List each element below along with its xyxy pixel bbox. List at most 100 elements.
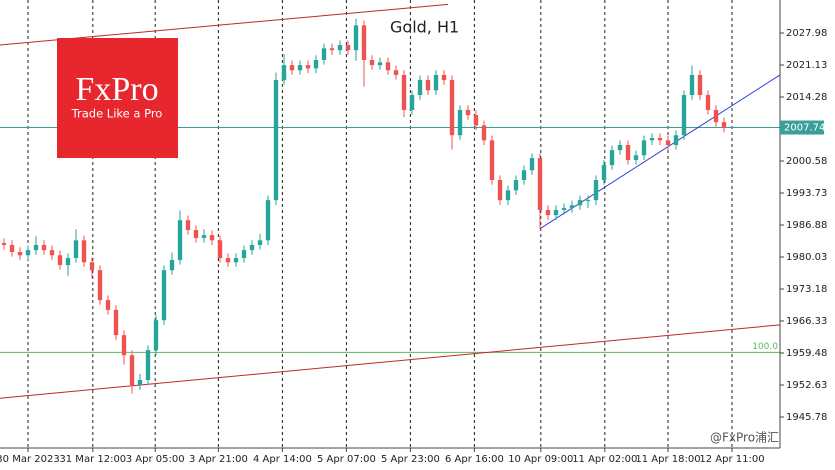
candle-body	[601, 165, 607, 181]
price-box	[780, 120, 824, 135]
candle-body	[425, 80, 431, 91]
candle-body	[217, 240, 223, 259]
candle-body	[297, 65, 303, 71]
candle-body	[113, 309, 119, 336]
candle-body	[449, 80, 455, 136]
y-tick-label: 1980.03	[786, 252, 827, 263]
candle-body	[665, 140, 671, 146]
level-label: 100.0	[752, 342, 778, 352]
candle-body	[593, 180, 599, 201]
y-tick-label: 2021.13	[786, 60, 827, 71]
x-tick-label: 10 Apr 09:00	[508, 454, 573, 465]
candle-body	[385, 62, 391, 71]
candle-body	[161, 270, 167, 321]
candle-body	[369, 59, 375, 66]
candle-body	[441, 74, 447, 81]
candle-body	[689, 74, 695, 96]
candle-body	[473, 115, 479, 126]
candle-body	[377, 62, 383, 66]
candle-body	[1, 243, 7, 245]
y-tick-label: 1952.63	[786, 380, 827, 391]
candle-body	[17, 251, 23, 256]
candle-body	[433, 74, 439, 91]
price-label: 2007.74	[784, 123, 825, 134]
watermark: @FxPro浦汇	[710, 431, 779, 445]
x-tick-label: 31 Mar 12:00	[59, 454, 126, 465]
candle-body	[129, 355, 135, 386]
candle-body	[529, 158, 535, 171]
candle-body	[169, 259, 175, 271]
candle-body	[353, 25, 359, 51]
x-tick-label: 4 Apr 14:00	[253, 454, 312, 465]
candle-body	[257, 240, 263, 245]
y-tick-label: 2027.98	[786, 28, 827, 39]
candle-body	[345, 45, 351, 51]
candle-body	[617, 145, 623, 151]
x-tick-label: 11 Apr 18:00	[635, 454, 700, 465]
chart-title: Gold, H1	[390, 18, 459, 37]
candle-body	[497, 180, 503, 201]
y-tick-label: 2000.58	[786, 156, 827, 167]
candle-body	[585, 200, 591, 202]
candle-body	[89, 262, 95, 271]
candle-body	[289, 65, 295, 71]
candle-body	[673, 135, 679, 146]
x-tick-label: 11 Apr 02:00	[572, 454, 637, 465]
candle-body	[97, 270, 103, 301]
candle-body	[153, 320, 159, 351]
candle-body	[233, 258, 239, 263]
candle-body	[305, 65, 311, 69]
candle-body	[409, 95, 415, 110]
candle-body	[577, 200, 583, 206]
candle-body	[401, 74, 407, 110]
y-tick-label: 1986.88	[786, 220, 827, 231]
candle-body	[121, 335, 127, 356]
candle-body	[33, 244, 39, 251]
x-tick-label: 3 Apr 21:00	[189, 454, 248, 465]
candle-body	[537, 158, 543, 210]
candle-body	[241, 250, 247, 259]
candle-body	[105, 300, 111, 310]
y-tick-label: 1973.18	[786, 284, 827, 295]
trendline	[0, 324, 781, 399]
y-tick-label: 1966.33	[786, 316, 827, 327]
candle-body	[481, 125, 487, 141]
candle-body	[521, 170, 527, 181]
candle-body	[657, 137, 663, 141]
x-tick-label: 12 Apr 11:00	[699, 454, 764, 465]
candle-body	[457, 109, 463, 136]
candle-body	[65, 258, 71, 266]
candle-body	[273, 80, 279, 201]
candle-body	[633, 155, 639, 160]
candle-body	[513, 180, 519, 191]
candle-body	[49, 250, 55, 256]
candle-body	[57, 255, 63, 266]
candle-body	[329, 48, 335, 51]
candle-body	[625, 145, 631, 160]
x-tick-label: 30 Mar 2023	[0, 454, 60, 465]
candle-body	[417, 80, 423, 96]
candle-body	[505, 190, 511, 201]
candle-body	[697, 74, 703, 96]
y-tick-label: 1945.78	[786, 412, 827, 423]
candle-body	[569, 205, 575, 209]
candle-body	[193, 230, 199, 238]
logo-brand: FxPro	[75, 71, 158, 108]
x-tick-label: 6 Apr 16:00	[445, 454, 504, 465]
candle-body	[249, 244, 255, 251]
candle-body	[145, 350, 151, 380]
candle-body	[465, 109, 471, 116]
candle-body	[609, 150, 615, 166]
x-tick-label: 5 Apr 23:00	[381, 454, 440, 465]
candle-body	[713, 109, 719, 123]
candle-body	[137, 379, 143, 386]
candle-body	[553, 209, 559, 216]
candle-body	[489, 140, 495, 181]
x-tick-label: 5 Apr 07:00	[317, 454, 376, 465]
candle-body	[649, 137, 655, 141]
candle-body	[393, 70, 399, 75]
candle-body	[681, 95, 687, 136]
candle-body	[73, 240, 79, 259]
candle-body	[321, 48, 327, 60]
